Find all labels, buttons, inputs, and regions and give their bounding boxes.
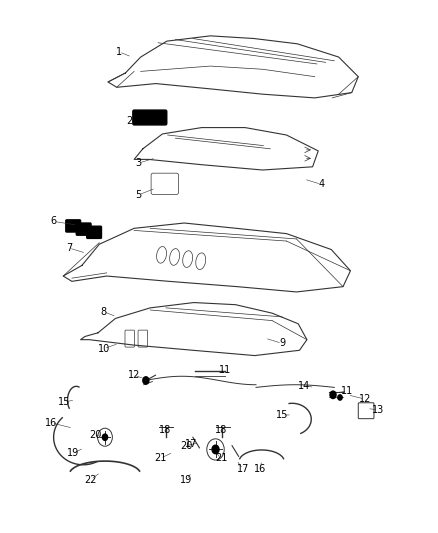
Text: 18: 18: [215, 425, 227, 435]
Text: 17: 17: [237, 464, 249, 474]
Text: 8: 8: [101, 306, 107, 317]
Text: 1: 1: [116, 47, 122, 56]
Text: 14: 14: [298, 381, 310, 391]
Circle shape: [330, 391, 336, 399]
Text: 5: 5: [135, 190, 141, 200]
Circle shape: [102, 434, 108, 440]
FancyBboxPatch shape: [87, 226, 102, 238]
Circle shape: [338, 395, 342, 400]
Text: 6: 6: [50, 216, 57, 227]
Text: 12: 12: [128, 370, 140, 380]
Text: 17: 17: [184, 439, 197, 449]
Text: 19: 19: [180, 475, 192, 484]
Text: 7: 7: [66, 243, 72, 253]
Circle shape: [212, 445, 219, 454]
Text: 11: 11: [219, 365, 232, 375]
Text: 10: 10: [98, 344, 110, 354]
Text: 15: 15: [276, 410, 288, 420]
FancyBboxPatch shape: [66, 220, 81, 232]
Text: 22: 22: [85, 475, 97, 484]
Text: 12: 12: [359, 394, 371, 404]
Text: 13: 13: [372, 405, 384, 415]
Text: 20: 20: [180, 441, 193, 451]
Circle shape: [143, 377, 149, 384]
Text: 21: 21: [154, 454, 166, 463]
FancyBboxPatch shape: [133, 110, 167, 125]
Text: 21: 21: [215, 454, 227, 463]
Text: 16: 16: [45, 418, 57, 428]
Text: 3: 3: [135, 158, 141, 168]
Text: 4: 4: [318, 179, 325, 189]
Text: 15: 15: [58, 397, 71, 407]
Text: 2: 2: [127, 116, 133, 126]
Text: 9: 9: [279, 338, 285, 349]
Text: 20: 20: [89, 430, 101, 440]
Text: 11: 11: [341, 386, 353, 396]
Text: 16: 16: [254, 464, 266, 474]
Text: 19: 19: [67, 448, 79, 458]
Text: 18: 18: [159, 425, 171, 435]
FancyBboxPatch shape: [76, 223, 91, 235]
